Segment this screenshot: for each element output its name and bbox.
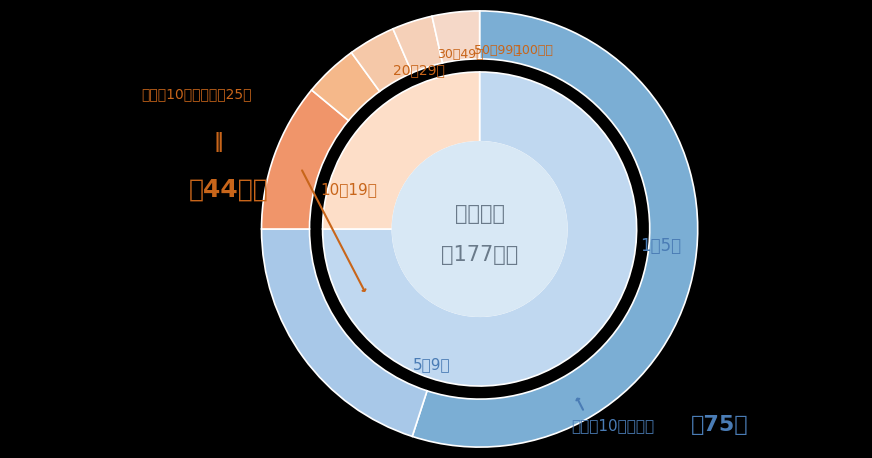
Text: 従業員10人未満：: 従業員10人未満： xyxy=(571,418,654,433)
Circle shape xyxy=(392,142,567,316)
Wedge shape xyxy=(323,72,637,386)
Text: 10〜19人: 10〜19人 xyxy=(320,182,378,197)
Wedge shape xyxy=(311,53,379,120)
Text: 従業員10人以上：約25％: 従業員10人以上：約25％ xyxy=(141,87,252,101)
Text: 5〜9人: 5〜9人 xyxy=(412,357,451,372)
Wedge shape xyxy=(262,90,349,229)
Wedge shape xyxy=(351,29,412,92)
Text: 1〜5人: 1〜5人 xyxy=(640,237,681,256)
Text: 30〜49人: 30〜49人 xyxy=(437,48,483,61)
Text: 法人企業: 法人企業 xyxy=(454,204,505,224)
Text: 約44万社: 約44万社 xyxy=(189,178,269,202)
Wedge shape xyxy=(393,16,442,73)
Wedge shape xyxy=(412,11,698,447)
Text: 20〜29人: 20〜29人 xyxy=(392,63,445,77)
Wedge shape xyxy=(432,11,480,63)
Text: ‖: ‖ xyxy=(213,132,222,152)
Wedge shape xyxy=(262,229,427,436)
Wedge shape xyxy=(323,72,480,229)
Text: 100人〜: 100人〜 xyxy=(514,44,554,57)
Text: 約75％: 約75％ xyxy=(691,415,749,435)
Text: 約177万社: 約177万社 xyxy=(441,245,518,265)
Text: 50〜99人: 50〜99人 xyxy=(473,44,521,57)
